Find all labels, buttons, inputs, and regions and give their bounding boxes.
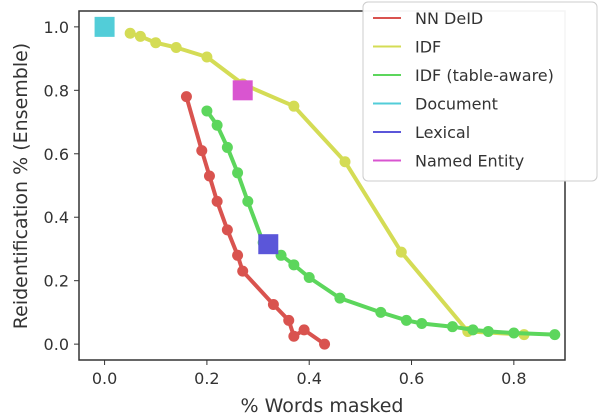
legend-item: Document	[373, 95, 498, 114]
data-point	[211, 195, 223, 207]
data-point	[319, 338, 331, 350]
data-point	[275, 249, 287, 261]
data-point	[221, 224, 233, 236]
data-point	[134, 30, 146, 42]
data-point	[203, 170, 215, 182]
data-point	[339, 156, 351, 168]
series-layer	[94, 16, 561, 350]
legend-label: IDF (table-aware)	[415, 66, 554, 85]
x-tick-label: 0.2	[194, 369, 219, 388]
x-tick-label: 0.4	[296, 369, 321, 388]
data-point	[482, 325, 494, 337]
data-point	[242, 195, 254, 207]
y-axis-label: Reidentification % (Ensemble)	[10, 43, 32, 329]
legend-item: Named Entity	[373, 152, 524, 171]
data-point	[446, 321, 458, 333]
y-tick-label: 0.2	[44, 272, 69, 291]
data-point	[201, 51, 213, 63]
legend-item: NN DeID	[373, 9, 483, 28]
legend-label: Document	[415, 95, 498, 114]
data-point	[258, 234, 279, 255]
data-point	[232, 249, 244, 261]
x-tick-label: 0.8	[501, 369, 526, 388]
data-point	[467, 324, 479, 336]
data-point	[303, 272, 315, 284]
legend-item: IDF (table-aware)	[373, 66, 554, 85]
y-tick-label: 0.0	[44, 335, 69, 354]
x-axis-label: % Words masked	[241, 395, 404, 417]
y-tick-label: 0.8	[44, 81, 69, 100]
data-point	[375, 306, 387, 318]
series-nn-deid	[180, 91, 331, 350]
legend: NN DeID IDF IDF (table-aware) Document Lexic…	[362, 1, 598, 182]
data-point	[232, 80, 253, 101]
data-point	[232, 167, 244, 179]
data-point	[400, 314, 412, 326]
data-point	[416, 318, 428, 330]
data-point	[124, 27, 136, 39]
y-tick-label: 0.4	[44, 208, 69, 227]
y-axis-ticks: 0.0 0.2 0.4 0.6 0.8 1.0	[44, 18, 79, 354]
y-tick-label: 0.6	[44, 145, 69, 164]
data-point	[150, 37, 162, 49]
legend-item: IDF	[373, 38, 441, 57]
data-point	[298, 324, 310, 336]
legend-label: IDF	[415, 38, 441, 57]
data-point	[211, 119, 223, 131]
series-named-entity	[232, 80, 253, 101]
legend-box	[362, 1, 598, 182]
y-tick-label: 1.0	[44, 18, 69, 37]
series-document	[94, 16, 115, 37]
data-point	[549, 329, 561, 341]
legend-item: Lexical	[373, 123, 470, 142]
data-point	[180, 91, 192, 103]
data-point	[334, 292, 346, 304]
legend-label: Lexical	[415, 123, 470, 142]
data-point	[267, 298, 279, 310]
x-tick-label: 0.0	[92, 369, 117, 388]
series-lexical	[258, 234, 279, 255]
data-point	[196, 145, 208, 157]
data-point	[288, 259, 300, 271]
series-idf-table-aware	[201, 105, 561, 341]
data-point	[221, 141, 233, 153]
data-point	[508, 327, 520, 339]
data-point	[94, 16, 115, 37]
data-point	[288, 330, 300, 342]
x-tick-label: 0.6	[399, 369, 424, 388]
legend-label: NN DeID	[415, 9, 483, 28]
data-point	[237, 265, 249, 277]
legend-label: Named Entity	[415, 152, 524, 171]
data-point	[395, 246, 407, 258]
data-point	[288, 100, 300, 112]
x-axis-ticks: 0.0 0.2 0.4 0.6 0.8	[92, 360, 527, 388]
data-point	[170, 41, 182, 53]
data-point	[201, 105, 213, 117]
data-point	[283, 314, 295, 326]
